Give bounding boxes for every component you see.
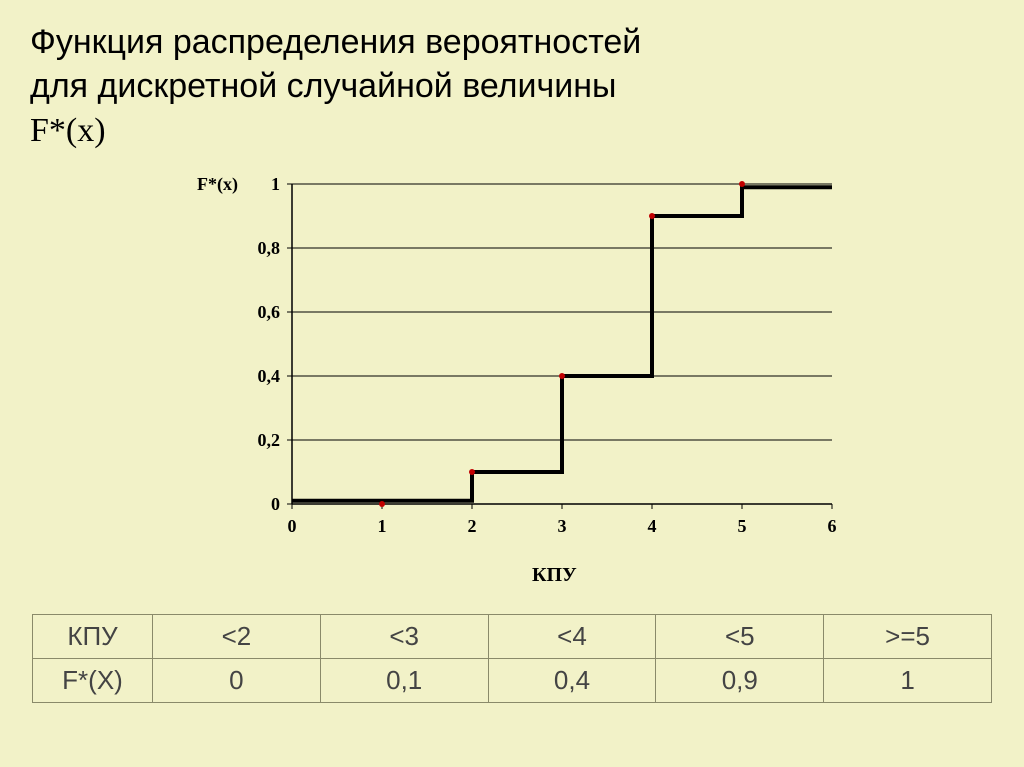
row2-header: F*(X) [33, 658, 153, 702]
cdf-table: КПУ <2 <3 <4 <5 >=5 F*(X) 0 0,1 0,4 0,9 … [32, 614, 992, 703]
svg-text:0: 0 [288, 516, 297, 536]
title-formula: F*(x) [30, 112, 106, 149]
title-line2: для дискретной случайной величины [30, 67, 616, 105]
svg-text:2: 2 [468, 516, 477, 536]
slide-title: Функция распределения вероятностей для д… [30, 20, 994, 154]
table-cell: 1 [824, 658, 992, 702]
svg-text:3: 3 [558, 516, 567, 536]
table-cell: <2 [153, 614, 321, 658]
table-row: КПУ <2 <3 <4 <5 >=5 [33, 614, 992, 658]
table-cell: 0,4 [488, 658, 656, 702]
svg-text:0,8: 0,8 [258, 238, 281, 258]
table-cell: <5 [656, 614, 824, 658]
svg-text:6: 6 [828, 516, 837, 536]
table-cell: <3 [320, 614, 488, 658]
svg-text:5: 5 [738, 516, 747, 536]
svg-text:1: 1 [378, 516, 387, 536]
svg-text:0,6: 0,6 [258, 302, 281, 322]
table-cell: 0,1 [320, 658, 488, 702]
chart-xlabel: КПУ [532, 564, 577, 587]
table-cell: <4 [488, 614, 656, 658]
table-cell: 0,9 [656, 658, 824, 702]
table-cell: 0 [153, 658, 321, 702]
svg-text:1: 1 [271, 174, 280, 194]
svg-text:0: 0 [271, 494, 280, 514]
row1-header: КПУ [33, 614, 153, 658]
chart-svg: 0 0,2 0,4 0,6 0,8 1 0 1 2 3 4 5 6 [152, 164, 872, 594]
table-cell: >=5 [824, 614, 992, 658]
svg-text:4: 4 [648, 516, 657, 536]
table-row: F*(X) 0 0,1 0,4 0,9 1 [33, 658, 992, 702]
chart-ylabel: F*(x) [197, 174, 238, 195]
step-chart: F*(x) 0 0,2 0,4 0,6 0,8 1 0 1 2 3 4 5 6 КПУ [152, 164, 872, 594]
title-line1: Функция распределения вероятностей [30, 23, 641, 61]
svg-text:0,4: 0,4 [258, 366, 281, 386]
svg-text:0,2: 0,2 [258, 430, 281, 450]
